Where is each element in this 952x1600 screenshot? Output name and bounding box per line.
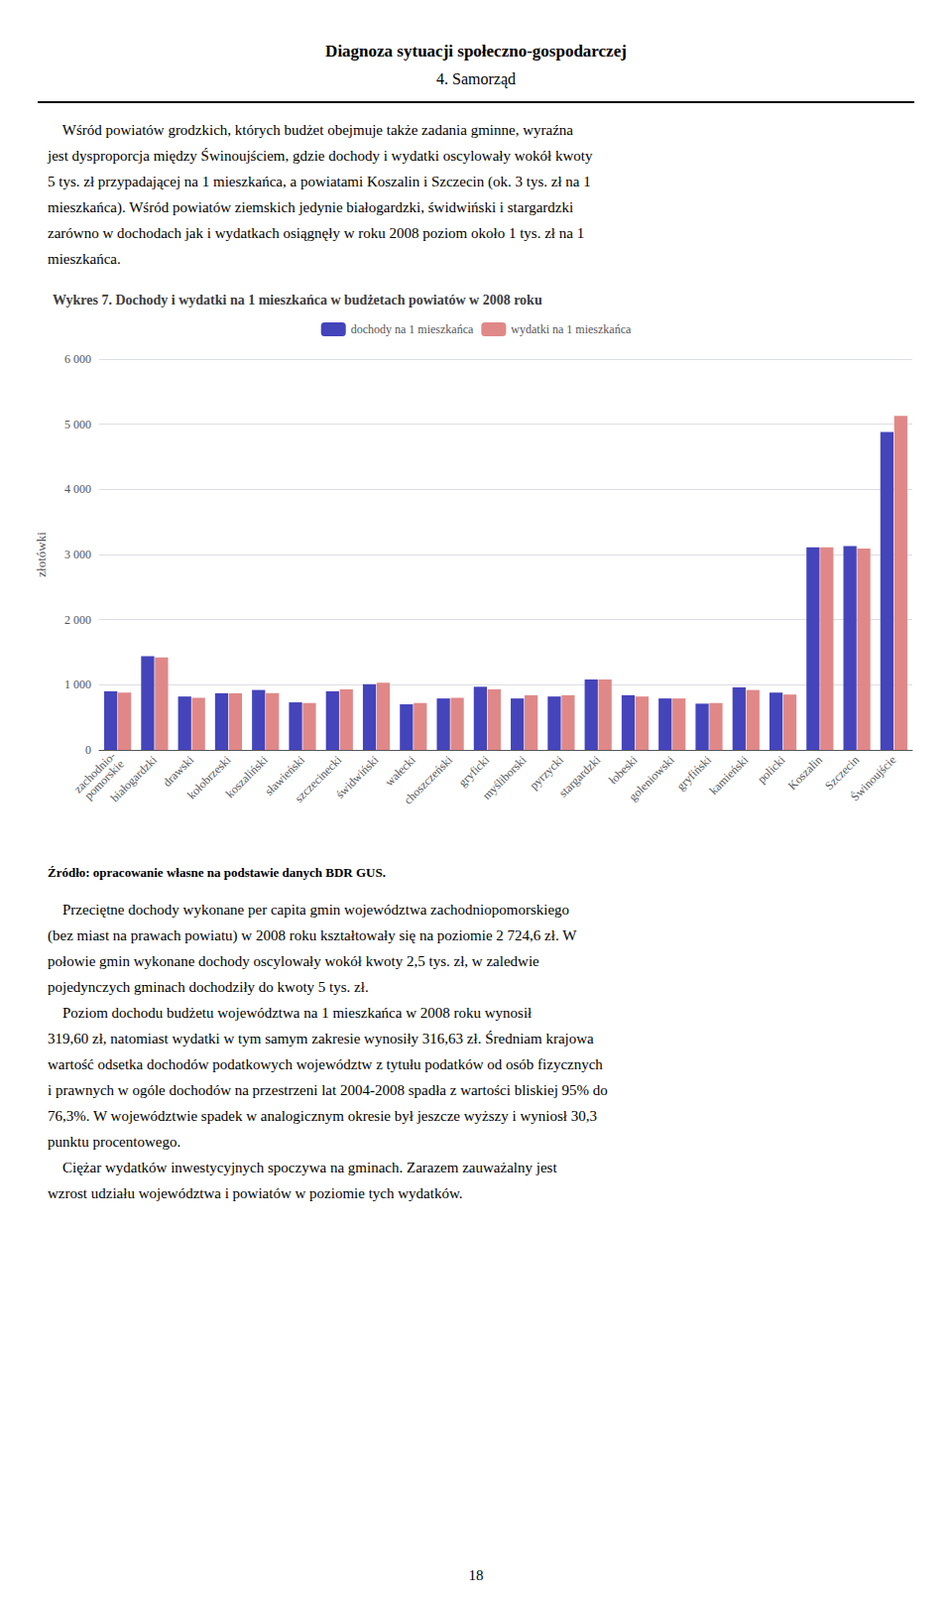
html-text:mieszkańca). Wśród powiatów zi: mieszkańca). Wśród powiatów ziemskich je… — [47, 199, 574, 216]
html-text:Ciężar wydatków inwestycyjnych: Ciężar wydatków inwestycyjnych spoczywa … — [47, 1159, 557, 1176]
svg-text:kamieński: kamieński — [706, 752, 751, 798]
svg-text:świdwiński: świdwiński — [333, 752, 382, 802]
html-text:4. Samorząd: 4. Samorząd — [436, 70, 516, 88]
html-text:5 tys. zł przypadającej na 1 m: 5 tys. zł przypadającej na 1 mieszkańca,… — [47, 173, 591, 190]
html-text:Przeciętne dochody wykonane pe: Przeciętne dochody wykonane per capita g… — [47, 901, 570, 918]
svg-text:białogardzki: białogardzki — [108, 752, 161, 806]
svg-text:wałecki: wałecki — [382, 752, 420, 790]
svg-text:1 000: 1 000 — [64, 677, 92, 692]
svg-text:szczecinecki: szczecinecki — [292, 752, 346, 806]
html-text:Poziom dochodu budżetu wojewód: Poziom dochodu budżetu województwa na 1 … — [47, 1004, 532, 1021]
svg-text:goleniowski: goleniowski — [625, 752, 678, 805]
svg-text:złotówki: złotówki — [33, 531, 49, 578]
html-text:319,60 zł, natomiast wydatki w: 319,60 zł, natomiast wydatki w tym samym… — [47, 1030, 594, 1047]
svg-text:gryfiński: gryfiński — [673, 752, 714, 793]
svg-text:myśliborski: myśliborski — [479, 752, 530, 803]
svg-text:5 000: 5 000 — [64, 417, 92, 432]
svg-text:6 000: 6 000 — [64, 352, 92, 366]
html-text:i prawnych w ogóle dochodów na: i prawnych w ogóle dochodów na przestrze… — [47, 1081, 608, 1098]
svg-text:kołobrzeski: kołobrzeski — [184, 752, 234, 802]
svg-text:policki: policki — [754, 752, 789, 787]
html-text:jest dysproporcja między Świno: jest dysproporcja między Świnoujściem, g… — [47, 147, 593, 164]
svg-text:łobeski: łobeski — [605, 752, 641, 788]
svg-text:4 000: 4 000 — [64, 481, 92, 496]
html-text:mieszkańca.: mieszkańca. — [47, 250, 121, 267]
svg-text:gryficki: gryficki — [455, 752, 493, 790]
html-text:76,3%. W województwie spadek w: 76,3%. W województwie spadek w analogicz… — [47, 1107, 597, 1124]
html-text:18: 18 — [468, 1566, 484, 1583]
html-text:Diagnoza sytuacji społeczno-go: Diagnoza sytuacji społeczno-gospodarczej — [325, 41, 627, 61]
svg-text:2 000: 2 000 — [64, 612, 92, 627]
svg-text:3 000: 3 000 — [64, 547, 92, 562]
html-text:Źródło: opracowanie własne na: Źródło: opracowanie własne na podstawie … — [47, 864, 386, 880]
svg-text:0: 0 — [85, 742, 92, 757]
svg-text:choszczeński: choszczeński — [400, 752, 456, 808]
svg-text:drawski: drawski — [160, 752, 197, 790]
svg-text:zachodnio-: zachodnio- — [71, 748, 119, 796]
html-text:Wśród powiatów grodzkich, któr: Wśród powiatów grodzkich, których budżet… — [47, 121, 574, 138]
svg-text:pomorskie: pomorskie — [81, 756, 127, 803]
svg-text:sławieński: sławieński — [262, 752, 308, 798]
html-text:połowie gmin wykonane dochody: połowie gmin wykonane dochody oscylowały… — [47, 952, 540, 969]
svg-text:koszaliński: koszaliński — [223, 752, 272, 802]
svg-text:Wykres 7. Dochody i wydatki na: Wykres 7. Dochody i wydatki na 1 mieszka… — [52, 292, 543, 308]
html-text:zarówno w dochodach jak i wyda: zarówno w dochodach jak i wydatkach osią… — [47, 225, 585, 241]
svg-text:Koszalin: Koszalin — [785, 752, 826, 793]
svg-text:pyrzycki: pyrzycki — [526, 752, 567, 792]
svg-text:Świnoujście: Świnoujście — [847, 752, 899, 804]
html-text:pojedynczych gminach dochodził: pojedynczych gminach dochodziły do kwoty… — [47, 978, 369, 995]
html-text:wartość odsetka dochodów podat: wartość odsetka dochodów podatkowych woj… — [47, 1056, 603, 1072]
html-text:punktu procentowego.: punktu procentowego. — [47, 1133, 181, 1150]
html-text:(bez miast na prawach powiatu): (bez miast na prawach powiatu) w 2008 ro… — [47, 927, 577, 944]
svg-text:Szczecin: Szczecin — [822, 752, 862, 793]
svg-text:stargardzki: stargardzki — [556, 752, 604, 801]
svg-text:dochody na 1 mieszkańca: dochody na 1 mieszkańca — [351, 322, 475, 337]
html-text:wzrost udziału województwa i p: wzrost udziału województwa i powiatów w … — [47, 1185, 463, 1201]
svg-text:wydatki na 1 mieszkańca: wydatki na 1 mieszkańca — [510, 322, 632, 337]
